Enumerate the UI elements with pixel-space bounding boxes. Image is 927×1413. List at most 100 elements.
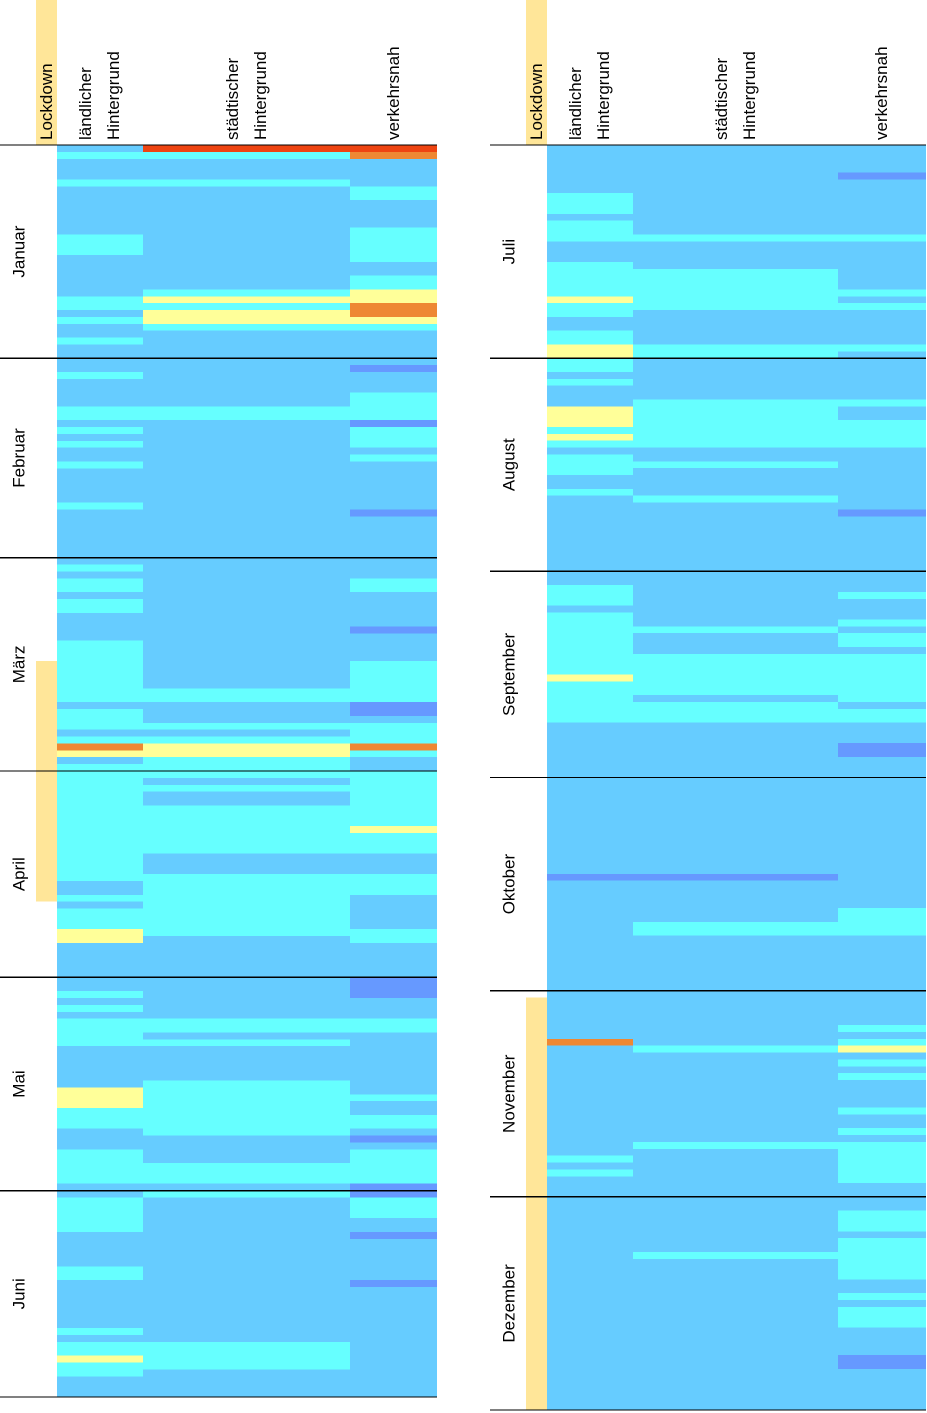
day-cell: [547, 516, 633, 524]
day-cell: [57, 908, 143, 917]
day-cell: [143, 1300, 350, 1309]
day-cell: [57, 420, 143, 428]
day-cell: [143, 819, 350, 827]
day-cell: [838, 392, 926, 400]
day-cell: [838, 1059, 926, 1067]
day-cell: [350, 220, 437, 229]
day-cell: [57, 640, 143, 648]
day-cell: [547, 963, 633, 971]
day-cell: [143, 963, 350, 972]
day-cell: [143, 1080, 350, 1089]
day-cell: [633, 1300, 838, 1308]
day-cell: [838, 736, 926, 744]
day-cell: [547, 763, 633, 772]
day-cell: [57, 674, 143, 683]
day-cell: [57, 1025, 143, 1034]
day-cell: [350, 358, 437, 366]
day-cell: [57, 1348, 143, 1357]
day-cell: [350, 819, 437, 827]
day-cell: [838, 784, 926, 792]
day-cell: [547, 186, 633, 194]
day-cell: [143, 1314, 350, 1322]
day-cell: [57, 757, 143, 765]
day-cell: [633, 591, 838, 600]
day-cell: [547, 681, 633, 689]
day-cell: [838, 770, 926, 779]
month-label: Januar: [9, 225, 28, 277]
day-cell: [143, 660, 350, 669]
day-cell: [547, 1004, 633, 1012]
day-cell: [143, 1307, 350, 1316]
day-cell: [350, 1053, 437, 1061]
day-cell: [547, 798, 633, 806]
day-cell: [350, 495, 437, 504]
day-cell: [57, 475, 143, 483]
day-cell: [633, 420, 838, 428]
lockdown-header-box: [36, 0, 57, 145]
day-cell: [633, 179, 838, 187]
day-cell: [350, 172, 437, 180]
day-cell: [838, 928, 926, 937]
day-cell: [633, 1396, 838, 1404]
day-cell: [57, 1101, 143, 1109]
day-cell: [633, 310, 838, 318]
day-cell: [350, 502, 437, 511]
day-cell: [143, 1114, 350, 1123]
day-cell: [633, 660, 838, 669]
day-cell: [350, 557, 437, 566]
day-cell: [143, 805, 350, 813]
day-cell: [57, 1135, 143, 1144]
day-cell: [350, 1046, 437, 1054]
day-cell: [633, 1389, 838, 1397]
day-cell: [838, 811, 926, 820]
day-cell: [547, 468, 633, 476]
day-cell: [547, 928, 633, 937]
day-cell: [633, 220, 838, 229]
day-cell: [633, 970, 838, 978]
day-cell: [143, 750, 350, 758]
day-cell: [143, 1053, 350, 1061]
day-cell: [547, 200, 633, 208]
day-cell: [57, 502, 143, 511]
day-cell: [57, 1259, 143, 1267]
day-cell: [547, 653, 633, 662]
day-cell: [547, 296, 633, 304]
day-cell: [633, 832, 838, 840]
day-cell: [143, 1328, 350, 1336]
day-cell: [633, 371, 838, 380]
day-cell: [57, 1059, 143, 1068]
day-cell: [547, 275, 633, 284]
day-cell: [838, 990, 926, 999]
day-cell: [57, 915, 143, 923]
day-cell: [633, 942, 838, 950]
day-cell: [57, 557, 143, 566]
day-cell: [57, 303, 143, 311]
day-cell: [547, 619, 633, 627]
day-cell: [838, 667, 926, 675]
day-cell: [350, 1032, 437, 1040]
day-cell: [633, 983, 838, 992]
day-cell: [547, 736, 633, 744]
day-cell: [57, 261, 143, 270]
day-cell: [547, 1258, 633, 1267]
day-cell: [547, 289, 633, 297]
day-cell: [350, 1314, 437, 1322]
day-cell: [547, 1025, 633, 1033]
day-cell: [547, 310, 633, 318]
day-cell: [350, 454, 437, 463]
day-cell: [350, 936, 437, 944]
day-cell: [633, 1045, 838, 1054]
day-cell: [838, 296, 926, 304]
lockdown-bar: [526, 997, 547, 1410]
day-cell: [350, 289, 437, 297]
day-cell: [57, 351, 143, 359]
day-cell: [57, 887, 143, 896]
day-cell: [57, 1169, 143, 1178]
lockdown-header: Lockdown: [36, 63, 56, 140]
day-cell: [350, 1197, 437, 1205]
day-cell: [838, 1196, 926, 1205]
day-cell: [547, 866, 633, 875]
lockdown-header: Lockdown: [526, 63, 546, 140]
day-cell: [57, 1362, 143, 1371]
day-cell: [143, 1011, 350, 1020]
